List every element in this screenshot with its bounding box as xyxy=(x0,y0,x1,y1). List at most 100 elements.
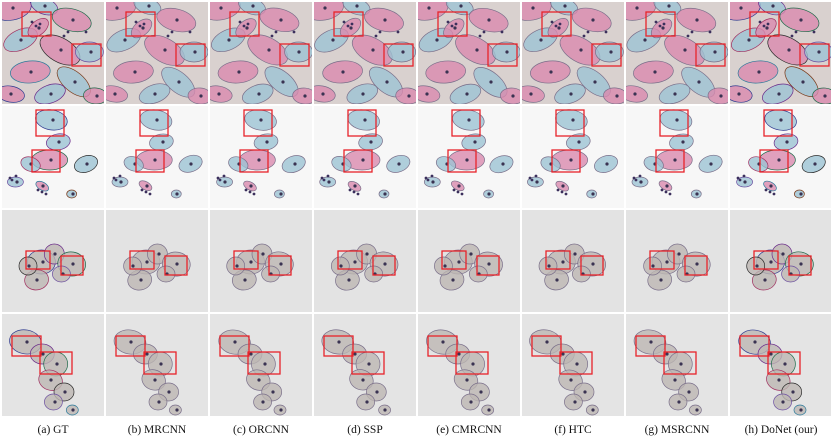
highlight-box xyxy=(71,43,102,67)
debris-dot xyxy=(170,30,174,34)
cell-nucleus xyxy=(279,262,283,266)
cell-nucleus xyxy=(49,378,53,382)
cell-nucleus xyxy=(361,378,365,382)
cell-nucleus xyxy=(133,70,137,74)
debris-dot xyxy=(556,188,560,192)
highlight-box xyxy=(753,250,779,270)
debris-dot xyxy=(292,30,296,34)
panel-row-1-htc xyxy=(522,2,624,104)
cell-nucleus xyxy=(235,264,239,268)
highlight-box xyxy=(437,11,468,37)
cell-nucleus xyxy=(591,408,595,412)
cell-nucleus xyxy=(569,158,573,162)
cell-nucleus xyxy=(237,70,241,74)
debris-dot xyxy=(586,30,590,34)
cell-nucleus xyxy=(383,18,387,22)
cell-nucleus xyxy=(263,362,267,366)
cell-nucleus xyxy=(139,278,143,282)
cell-nucleus xyxy=(561,352,565,356)
cell-nucleus xyxy=(353,260,357,264)
debris-dot xyxy=(274,30,278,34)
cell-nucleus xyxy=(653,70,657,74)
cell-nucleus xyxy=(431,180,435,184)
cell-nucleus xyxy=(217,92,221,96)
cell-nucleus xyxy=(529,92,533,96)
cell-nucleus xyxy=(569,378,573,382)
highlight-box xyxy=(143,351,177,375)
debris-dot xyxy=(346,24,350,28)
cell-nucleus xyxy=(71,18,75,22)
caption-donet: (h) DoNet (our) xyxy=(744,424,818,436)
cell-nucleus xyxy=(709,162,713,166)
panel-row-2-htc xyxy=(522,106,624,208)
cell-nucleus xyxy=(175,18,179,22)
debris-dot xyxy=(742,174,746,178)
debris-dot xyxy=(446,20,450,24)
debris-dot xyxy=(216,176,220,180)
cell-nucleus xyxy=(743,180,747,184)
cell-nucleus xyxy=(59,48,63,52)
cell-nucleus xyxy=(55,362,59,366)
debris-dot xyxy=(558,22,562,26)
cell-nucleus xyxy=(665,184,669,188)
highlight-box xyxy=(635,335,666,357)
cell-nucleus xyxy=(573,400,577,404)
debris-dot xyxy=(34,24,38,28)
cell-nucleus xyxy=(575,362,579,366)
highlight-box xyxy=(115,335,146,357)
cell-nucleus xyxy=(123,38,127,42)
cell-nucleus xyxy=(487,262,491,266)
highlight-box xyxy=(164,255,188,276)
highlight-box xyxy=(268,255,292,276)
cell xyxy=(274,189,285,199)
cell xyxy=(169,404,182,416)
cell-nucleus xyxy=(469,252,473,256)
cell-nucleus xyxy=(257,378,261,382)
cell-nucleus xyxy=(53,252,57,256)
cell-nucleus xyxy=(591,192,595,196)
highlight-box xyxy=(60,255,84,276)
cell-nucleus xyxy=(353,352,357,356)
cell-nucleus xyxy=(475,48,479,52)
cell-nucleus xyxy=(259,118,263,122)
cell-nucleus xyxy=(633,92,637,96)
cell-nucleus xyxy=(281,80,285,84)
cell-nucleus xyxy=(175,192,179,196)
cell-nucleus xyxy=(453,26,457,30)
cell-nucleus xyxy=(243,278,247,282)
debris-dot xyxy=(244,188,248,192)
cell-nucleus xyxy=(799,192,803,196)
cell-nucleus xyxy=(157,400,161,404)
cell-nucleus xyxy=(43,4,47,8)
cell-nucleus xyxy=(435,38,439,42)
cell-nucleus xyxy=(339,264,343,268)
panel-row-1-msrcnn xyxy=(626,2,728,104)
highlight-box xyxy=(695,43,726,67)
debris-dot xyxy=(252,192,256,196)
cell-nucleus xyxy=(425,92,429,96)
cell-nucleus xyxy=(155,118,159,122)
cell-nucleus xyxy=(531,6,535,10)
cell-nucleus xyxy=(199,94,203,98)
highlight-box xyxy=(663,351,697,375)
debris-dot xyxy=(342,20,346,24)
cell-nucleus xyxy=(665,352,669,356)
cell-nucleus xyxy=(95,94,99,98)
highlight-box xyxy=(383,43,414,67)
debris-dot xyxy=(348,188,352,192)
cell-nucleus xyxy=(473,140,477,144)
cell-nucleus xyxy=(19,38,23,42)
panel-row-1-ssp xyxy=(314,2,416,104)
cell-nucleus xyxy=(441,340,445,344)
cell-nucleus xyxy=(555,278,559,282)
cell-nucleus xyxy=(321,92,325,96)
cell-nucleus xyxy=(15,180,19,184)
cell-nucleus xyxy=(71,262,75,266)
debris-dot xyxy=(322,178,326,182)
cell-nucleus xyxy=(755,264,759,268)
debris-dot xyxy=(246,22,250,26)
caption-mrcnn: (b) MRCNN xyxy=(127,424,187,436)
debris-dot xyxy=(38,22,42,26)
cell-nucleus xyxy=(145,352,149,356)
cell-nucleus xyxy=(677,252,681,256)
